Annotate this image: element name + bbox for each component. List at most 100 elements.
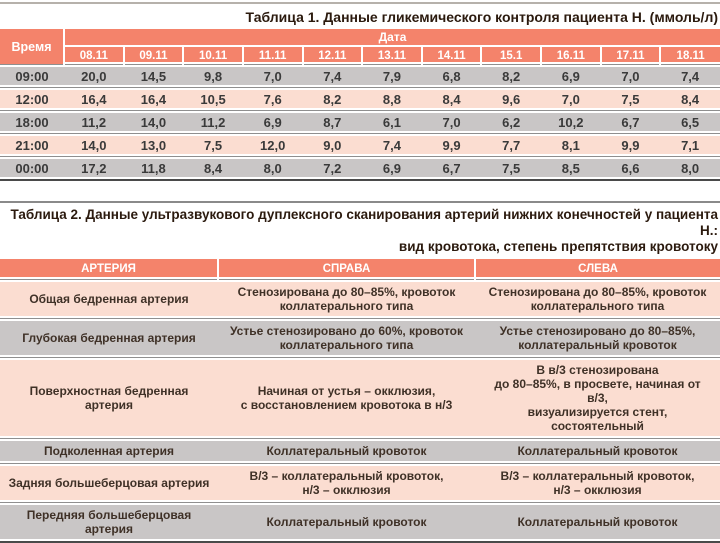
date-header-cell: 17.11	[600, 46, 662, 65]
finding-right-cell: Коллатеральный кровоток	[218, 502, 475, 543]
glucose-cell: 6,9	[541, 64, 601, 88]
table-row: 21:00 14,0 13,0 7,5 12,0 9,0 7,4 9,9 7,7…	[0, 133, 720, 157]
artery-name-cell: Общая бедренная артерия	[0, 279, 218, 319]
glucose-cell: 9,6	[481, 87, 541, 111]
table-row: Глубокая бедренная артерия Устье стенози…	[0, 318, 720, 358]
date-header-cell: 10.11	[183, 46, 244, 65]
artery-name-cell: Подколенная артерия	[0, 438, 218, 464]
glucose-cell: 8,2	[302, 87, 363, 111]
date-header-cell: 11.11	[242, 46, 304, 65]
glucose-cell: 7,0	[242, 64, 303, 88]
table-row: 18:00 11,2 14,0 11,2 6,9 8,7 6,1 7,0 6,2…	[0, 110, 720, 134]
time-cell: 21:00	[0, 133, 64, 157]
artery-name-cell: Глубокая бедренная артерия	[0, 318, 218, 358]
time-cell: 09:00	[0, 64, 64, 88]
finding-right-cell: Начиная от устья – окклюзия, с восстанов…	[218, 357, 475, 439]
top-rule	[0, 2, 720, 4]
glucose-cell: 7,4	[302, 64, 363, 88]
finding-left-cell: Устье стенозировано до 80–85%, коллатера…	[475, 318, 720, 358]
table-row: Передняя большеберцовая артерия Коллатер…	[0, 502, 720, 543]
glucose-cell: 7,7	[481, 133, 541, 157]
finding-right-cell: Стенозирована до 80–85%, кровоток коллат…	[218, 279, 475, 319]
finding-right-cell: Коллатеральный кровоток	[218, 438, 475, 464]
date-header-cell: 14.11	[421, 46, 483, 65]
left-side-header-cell: СЛЕВА	[475, 259, 720, 280]
glucose-cell: 17,2	[64, 156, 124, 181]
table1-header-row1: Время Дата	[0, 29, 720, 65]
glucose-cell: 6,9	[362, 156, 422, 181]
glucose-cell: 6,2	[481, 110, 541, 134]
glucose-cell: 6,8	[421, 64, 482, 88]
date-header-cell: 08.11	[64, 46, 125, 65]
right-side-header-cell: СПРАВА	[218, 259, 476, 280]
finding-left-cell: В в/3 стенозирована до 80–85%, в просвет…	[475, 357, 720, 439]
glucose-cell: 8,0	[242, 156, 303, 181]
glucose-cell: 7,0	[421, 110, 482, 134]
glucose-cell: 11,2	[183, 110, 243, 134]
glucose-cell: 8,7	[302, 110, 363, 134]
glucose-cell: 9,0	[302, 133, 363, 157]
glucose-cell: 8,0	[660, 156, 720, 181]
table-row: 09:00 20,0 14,5 9,8 7,0 7,4 7,9 6,8 8,2 …	[0, 64, 720, 88]
glucose-cell: 6,7	[600, 110, 661, 134]
date-header-cell: 09.11	[123, 46, 185, 65]
glucose-cell: 12,0	[242, 133, 303, 157]
glucose-cell: 10,2	[541, 110, 601, 134]
artery-name-cell: Передняя большеберцовая артерия	[0, 502, 218, 543]
glucose-cell: 9,9	[421, 133, 482, 157]
glucose-cell: 11,2	[64, 110, 124, 134]
table-row: 00:00 17,2 11,8 8,4 8,0 7,2 6,9 6,7 7,5 …	[0, 156, 720, 181]
glucose-cell: 8,4	[421, 87, 482, 111]
artery-header-cell: АРТЕРИЯ	[0, 259, 219, 280]
time-cell: 18:00	[0, 110, 64, 134]
finding-left-cell: В/3 – коллатеральный кровоток, н/3 – окк…	[475, 463, 720, 503]
glucose-cell: 6,9	[242, 110, 303, 134]
glucose-cell: 7,5	[600, 87, 661, 111]
table2-title: Таблица 2. Данные ультразвукового дуплек…	[8, 207, 719, 255]
time-cell: 12:00	[0, 87, 64, 111]
glucose-cell: 7,0	[600, 64, 661, 88]
glucose-cell: 6,1	[362, 110, 422, 134]
glucose-cell: 8,1	[541, 133, 601, 157]
artery-name-cell: Поверхностная бедренная артерия	[0, 357, 218, 439]
glucose-cell: 7,5	[481, 156, 541, 181]
glucose-cell: 6,6	[600, 156, 661, 181]
glucose-cell: 8,8	[362, 87, 422, 111]
section-separator-rule	[0, 201, 720, 203]
time-header-cell: Время	[0, 29, 65, 65]
glucose-cell: 20,0	[64, 64, 124, 88]
glucose-cell: 14,0	[123, 110, 184, 134]
glucose-cell: 8,4	[660, 87, 720, 111]
table-row: Поверхностная бедренная артерия Начиная …	[0, 357, 720, 439]
finding-left-cell: Стенозирована до 80–85%, кровоток коллат…	[475, 279, 720, 319]
glucose-cell: 7,4	[660, 64, 720, 88]
glucose-cell: 7,6	[242, 87, 303, 111]
glucose-cell: 14,5	[123, 64, 184, 88]
table2-title-line1: Таблица 2. Данные ультразвукового дуплек…	[10, 207, 719, 238]
table-row: Задняя большеберцовая артерия В/3 – колл…	[0, 463, 720, 503]
table-row: Подколенная артерия Коллатеральный крово…	[0, 438, 720, 464]
finding-left-cell: Коллатеральный кровоток	[475, 438, 720, 464]
glucose-cell: 16,4	[123, 87, 184, 111]
glucose-cell: 13,0	[123, 133, 184, 157]
glucose-cell: 9,8	[183, 64, 243, 88]
table2-header-row: АРТЕРИЯ СПРАВА СЛЕВА	[0, 259, 720, 280]
glucose-cell: 7,9	[362, 64, 422, 88]
table-row: Общая бедренная артерия Стенозирована до…	[0, 279, 720, 319]
time-cell: 00:00	[0, 156, 64, 181]
glucose-cell: 8,5	[541, 156, 601, 181]
finding-right-cell: Устье стенозировано до 60%, кровоток кол…	[218, 318, 475, 358]
date-header-cell: 12.11	[302, 46, 364, 65]
glucose-cell: 7,5	[183, 133, 243, 157]
glucose-cell: 9,9	[600, 133, 661, 157]
date-header-cell: 15.1	[481, 46, 542, 65]
table2-title-line2: вид кровотока, степень препятствия крово…	[398, 239, 718, 254]
glucose-cell: 6,7	[421, 156, 482, 181]
artery-name-cell: Задняя большеберцовая артерия	[0, 463, 218, 503]
glucose-cell: 8,2	[481, 64, 541, 88]
glucose-cell: 7,4	[362, 133, 422, 157]
glucose-cell: 7,1	[660, 133, 720, 157]
glucose-cell: 11,8	[123, 156, 184, 181]
glucose-cell: 6,5	[660, 110, 720, 134]
